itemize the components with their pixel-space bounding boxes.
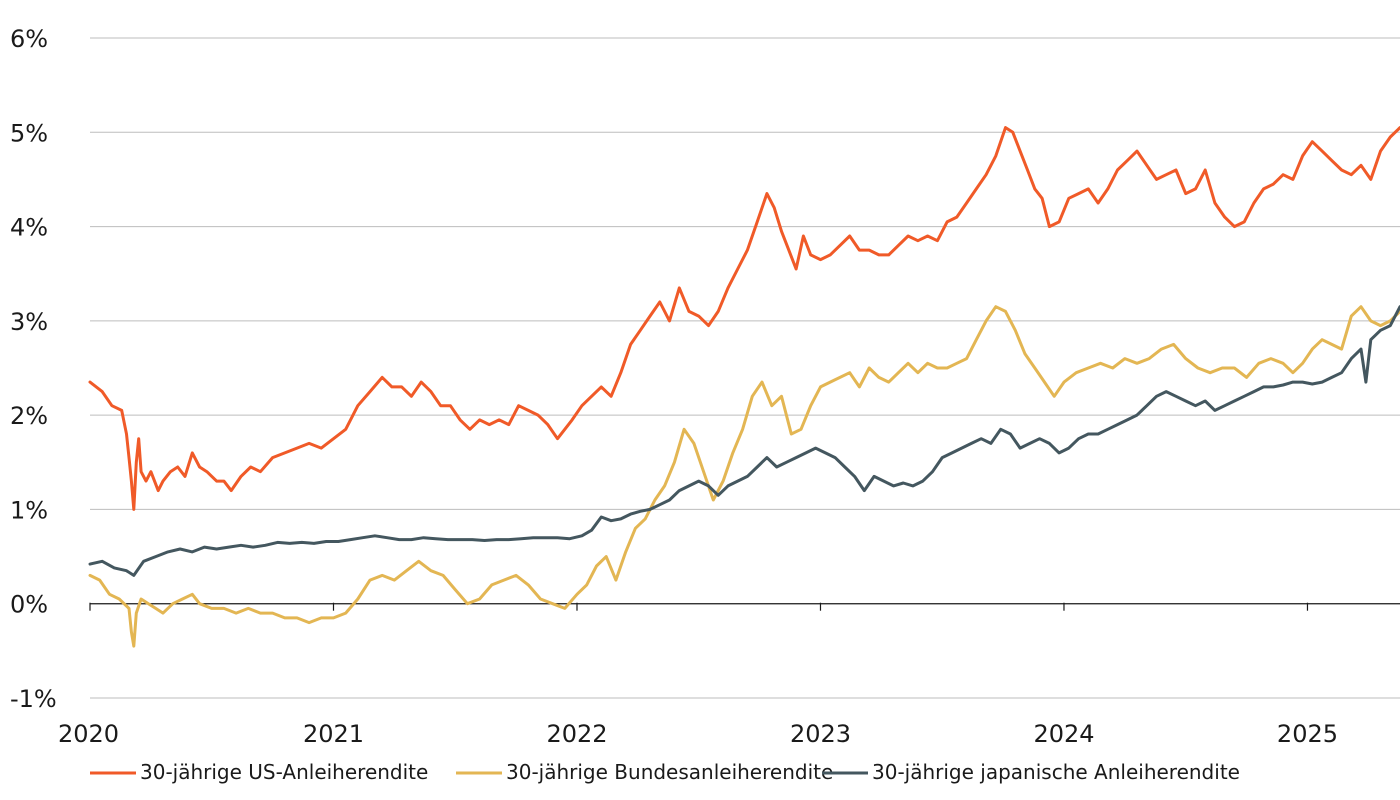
x-tick-label: 2024: [1033, 720, 1094, 748]
x-tick-label: 2025: [1277, 720, 1338, 748]
x-tick-label: 2021: [303, 720, 364, 748]
legend-label-0: 30-jährige US-Anleiherendite: [140, 760, 428, 784]
y-tick-label: -1%: [10, 685, 57, 713]
gridlines: [90, 37, 1400, 699]
x-tick-label: 2022: [546, 720, 607, 748]
y-tick-label: 3%: [10, 308, 48, 336]
axes: 6% 5% 4% 3% 2% 1% 0% -1%2020 2021 2022 2023 2024 202…: [10, 25, 1338, 748]
series-line-2: [88, 305, 1400, 577]
y-tick-label: 4%: [10, 214, 48, 242]
x-tick-label: 2020: [58, 720, 119, 748]
y-tick-label: 2%: [10, 402, 48, 430]
series-lines: [88, 126, 1400, 648]
series-line-0: [88, 126, 1400, 511]
y-tick-label: 1%: [10, 496, 48, 524]
legend-label-1: 30-jährige Bundesanleiherendite: [506, 760, 833, 784]
y-tick-label: 6%: [10, 25, 48, 53]
legend: 30-jährige US-Anleiherendite 30-jährige B…: [90, 760, 1240, 784]
x-tick-label: 2023: [790, 720, 851, 748]
legend-label-2: 30-jährige japanische Anleiherendite: [872, 760, 1240, 784]
series-line-1: [88, 305, 1400, 648]
y-tick-label: 5%: [10, 119, 48, 147]
y-tick-label: 0%: [10, 591, 48, 619]
